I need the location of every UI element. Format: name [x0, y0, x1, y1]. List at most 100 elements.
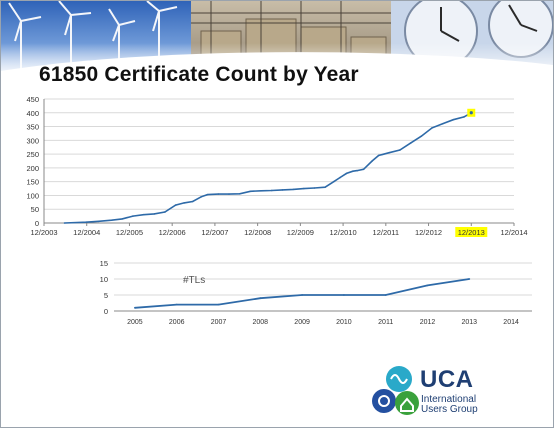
data-point — [420, 135, 423, 137]
data-point — [313, 187, 316, 189]
data-point — [332, 180, 335, 183]
y-tick-label: 450 — [26, 95, 39, 104]
data-point — [377, 154, 380, 157]
y-tick-label: 0 — [104, 307, 108, 316]
data-point — [281, 189, 284, 191]
data-point — [191, 200, 194, 203]
data-point — [121, 218, 123, 220]
chart-annotation: #TLs — [183, 275, 205, 286]
grid-lines — [44, 98, 514, 224]
x-tick-label: 2014 — [503, 319, 519, 326]
x-tick-label: 12/2010 — [330, 228, 357, 237]
x-tick-label: 2007 — [211, 319, 227, 326]
data-point — [345, 172, 348, 175]
x-tick-label: 12/2003 — [30, 228, 57, 237]
x-tick-label: 12/2012 — [415, 228, 442, 237]
y-tick-label: 200 — [26, 164, 39, 173]
x-tick-label: 12/2006 — [159, 228, 186, 237]
data-point — [200, 196, 203, 198]
data-point — [384, 294, 387, 296]
highlight-point-dot — [469, 111, 473, 115]
data-point — [259, 297, 262, 300]
data-point — [356, 169, 358, 172]
data-point — [142, 213, 145, 216]
data-point — [270, 189, 273, 192]
data-point — [362, 168, 365, 171]
data-point — [431, 127, 433, 129]
data-point — [206, 193, 209, 196]
data-point — [174, 204, 177, 206]
x-tick-label: 12/2014 — [500, 228, 527, 237]
data-point — [463, 116, 465, 118]
x-tick-label: 2008 — [253, 319, 269, 326]
x-tick-label: 2009 — [294, 319, 310, 326]
y-tick-label: 250 — [26, 150, 39, 159]
y-tick-labels: 0 5 10 15 — [100, 259, 108, 316]
logo-wordmark: UCA — [420, 366, 474, 393]
data-point — [238, 192, 241, 195]
x-tick-label: 2006 — [169, 319, 185, 326]
data-point — [217, 303, 220, 306]
x-tick-labels: 2005 2006 2007 2008 2009 2010 2011 2012 2013 2014 — [127, 319, 519, 326]
data-point — [343, 294, 345, 296]
series-points — [63, 111, 473, 224]
y-tick-label: 15 — [100, 259, 108, 268]
highlight-marker — [467, 108, 476, 117]
y-tick-labels: 0 50 100 150 200 250 300 350 400 450 — [26, 95, 39, 228]
x-tick-label: 2013 — [462, 319, 478, 326]
data-point — [452, 118, 455, 121]
data-point — [110, 219, 113, 222]
data-point — [399, 149, 401, 151]
logo-subtitle: International Users Group — [421, 394, 478, 415]
data-point — [339, 176, 341, 179]
data-point — [260, 189, 262, 192]
data-point — [164, 211, 166, 213]
x-tick-label: 2012 — [420, 319, 436, 326]
series-line — [64, 112, 472, 224]
x-tick-label: 12/2009 — [287, 228, 314, 237]
y-tick-label: 50 — [31, 205, 39, 214]
series-points — [134, 278, 471, 309]
x-tick-label: 2010 — [336, 319, 352, 326]
data-point — [441, 123, 444, 125]
y-tick-label: 300 — [26, 136, 39, 145]
slide-title: 61850 Certificate Count by Year — [39, 63, 359, 86]
header-banner-image — [1, 1, 553, 79]
x-tick-labels: 12/2003 12/2004 12/2005 12/2006 12/2007 12/20… — [30, 227, 528, 237]
data-point — [217, 193, 220, 195]
y-tick-label: 10 — [100, 275, 108, 284]
axes — [43, 99, 515, 226]
data-point — [352, 170, 354, 172]
x-tick-label: 12/2005 — [116, 228, 143, 237]
data-point — [388, 151, 391, 154]
data-point — [183, 202, 185, 204]
data-point — [132, 215, 134, 217]
x-tick-highlight — [455, 227, 488, 237]
x-tick-label: 12/2008 — [244, 228, 271, 237]
uca-logo: UCA International Users Group — [371, 365, 501, 421]
x-tick-label: 2011 — [378, 319, 393, 326]
y-tick-label: 100 — [26, 191, 39, 200]
x-tick-label: 2005 — [127, 319, 143, 326]
data-point — [228, 193, 230, 195]
y-tick-label: 5 — [104, 291, 108, 300]
x-tick-label: 12/2011 — [373, 228, 400, 237]
data-point — [153, 213, 156, 215]
data-point — [324, 186, 326, 188]
x-tick-label: 12/2013 — [458, 228, 485, 237]
data-point — [409, 142, 412, 144]
data-point — [249, 190, 252, 193]
y-tick-label: 150 — [26, 178, 39, 187]
data-point — [302, 187, 305, 190]
data-point — [175, 303, 178, 306]
uca-logo-icon — [372, 366, 419, 415]
data-point — [371, 160, 373, 162]
x-tick-label: 12/2007 — [201, 228, 228, 237]
y-tick-label: 350 — [26, 123, 39, 132]
data-point — [97, 220, 100, 223]
data-point — [468, 278, 471, 280]
y-tick-label: 400 — [26, 109, 39, 118]
